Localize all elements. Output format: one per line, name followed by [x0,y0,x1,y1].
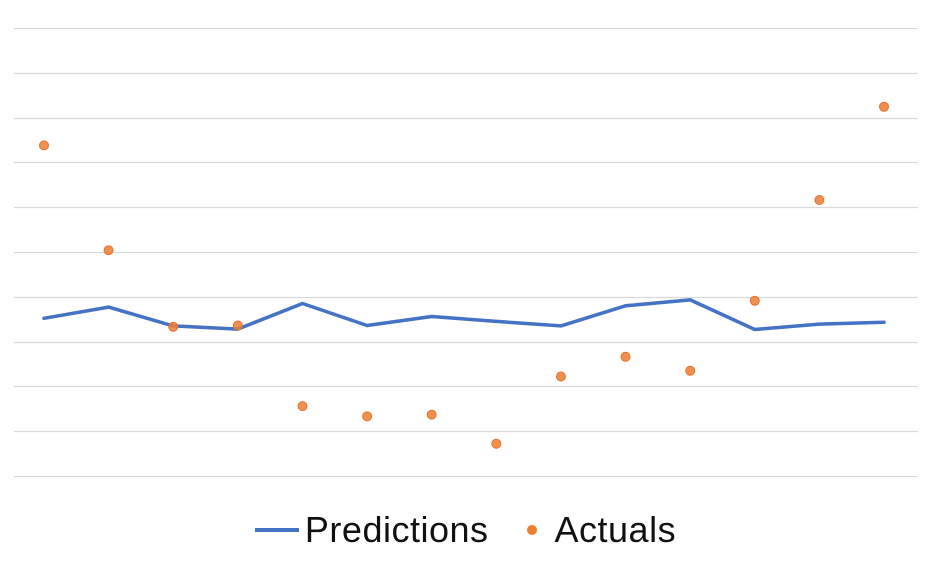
legend-label-predictions: Predictions [304,509,489,550]
legend-dot-swatch [526,525,537,535]
data-point-actuals [749,295,760,306]
data-point-actuals [297,401,308,412]
data-point-actuals [814,195,825,205]
legend-line-swatch [254,528,299,532]
data-point-actuals [879,101,889,112]
data-point-actuals [620,351,631,362]
series-layer [39,101,889,449]
gridlines [14,27,918,478]
data-point-actuals [491,438,502,449]
legend-label-actuals: Actuals [554,509,677,550]
data-point-actuals [362,411,373,422]
data-point-actuals [232,320,243,331]
data-point-actuals [555,371,566,382]
legend-item-predictions: Predictions [254,509,489,551]
data-point-actuals [685,365,696,376]
data-point-actuals [426,409,437,420]
data-point-actuals [39,140,49,151]
series-line-predictions [42,298,886,332]
legend-item-actuals: Actuals [526,509,677,551]
data-point-actuals [103,245,114,256]
legend: Predictions Actuals [0,500,931,560]
data-point-actuals [168,321,179,332]
